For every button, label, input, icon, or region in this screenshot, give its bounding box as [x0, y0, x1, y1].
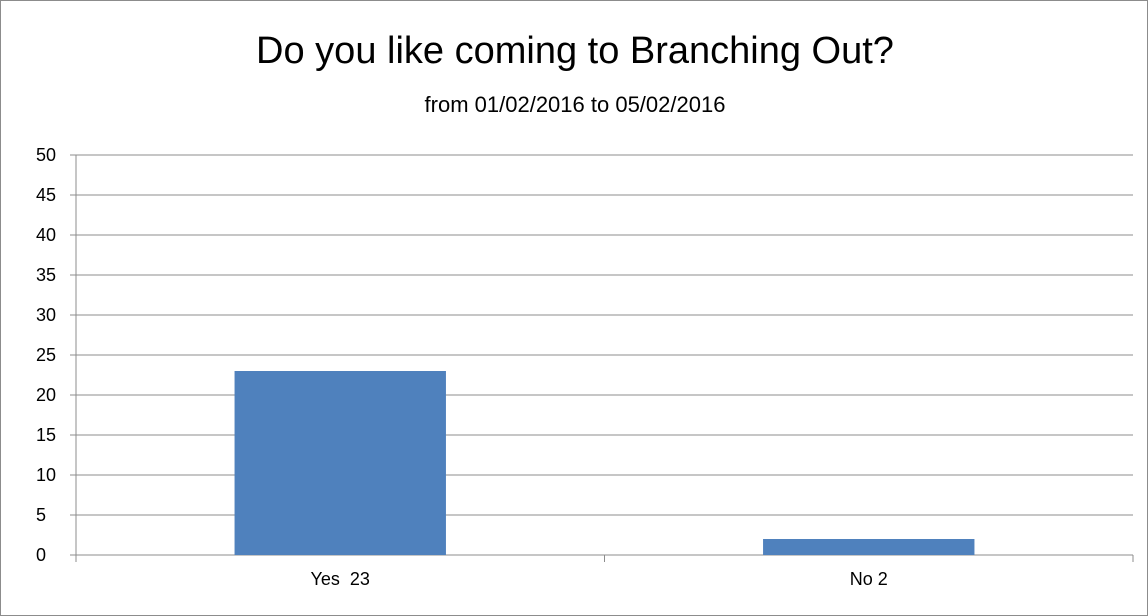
chart-subtitle: from 01/02/2016 to 05/02/2016 — [424, 92, 726, 117]
y-tick-label: 40 — [36, 225, 56, 245]
y-tick-label: 45 — [36, 185, 56, 205]
x-category-label: Yes 23 — [311, 569, 370, 589]
y-tick-label: 30 — [36, 305, 56, 325]
y-tick-label: 5 — [36, 505, 46, 525]
y-tick-label: 35 — [36, 265, 56, 285]
bar — [234, 371, 446, 555]
x-category-label: No 2 — [850, 569, 888, 589]
y-tick-label: 25 — [36, 345, 56, 365]
y-tick-label: 20 — [36, 385, 56, 405]
y-tick-label: 50 — [36, 145, 56, 165]
y-tick-label: 15 — [36, 425, 56, 445]
y-tick-label: 0 — [36, 545, 46, 565]
y-tick-label: 10 — [36, 465, 56, 485]
chart-title: Do you like coming to Branching Out? — [256, 30, 894, 72]
bar — [763, 539, 975, 555]
